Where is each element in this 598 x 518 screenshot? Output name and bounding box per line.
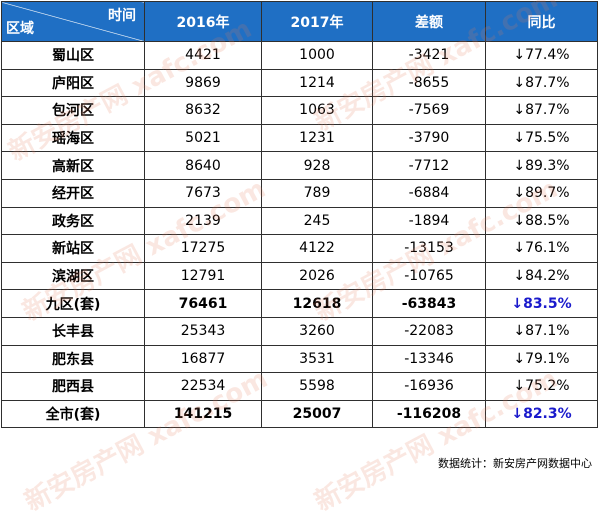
- table-row: 肥东县 16877 3531 -13346 ↓79.1%: [1, 344, 598, 374]
- value-2017: 12618: [261, 289, 373, 318]
- value-difference: -16936: [372, 372, 486, 401]
- table-row: 包河区 8632 1063 -7569 ↓87.7%: [1, 96, 598, 125]
- value-yoy: ↓75.5%: [485, 123, 598, 153]
- district-name: 新站区: [1, 234, 145, 263]
- corner-header-cell: 时间 区域: [1, 1, 145, 42]
- value-2017: 245: [261, 206, 373, 236]
- value-2016: 2139: [144, 206, 262, 236]
- value-yoy: ↓88.5%: [485, 206, 598, 236]
- value-difference: -7712: [372, 151, 486, 180]
- value-difference: -3421: [372, 41, 486, 70]
- value-2017: 3260: [261, 316, 373, 346]
- value-yoy: ↓87.1%: [485, 316, 598, 346]
- value-2016: 5021: [144, 123, 262, 153]
- value-2016: 16877: [144, 344, 262, 374]
- value-difference: -3790: [372, 123, 486, 153]
- table-row: 政务区 2139 245 -1894 ↓88.5%: [1, 206, 598, 236]
- value-yoy: ↓87.7%: [485, 68, 598, 98]
- value-2016: 9869: [144, 68, 262, 98]
- value-yoy: ↓76.1%: [485, 234, 598, 263]
- district-name: 肥西县: [1, 372, 145, 401]
- corner-header-region: 区域: [6, 21, 34, 37]
- district-name: 全市(套): [1, 399, 145, 429]
- value-2016: 8632: [144, 96, 262, 125]
- table-row: 长丰县 25343 3260 -22083 ↓87.1%: [1, 316, 598, 346]
- table-row: 新站区 17275 4122 -13153 ↓76.1%: [1, 234, 598, 263]
- value-difference: -10765: [372, 261, 486, 291]
- value-2017: 1063: [261, 96, 373, 125]
- value-difference: -22083: [372, 316, 486, 346]
- value-yoy: ↓79.1%: [485, 344, 598, 374]
- value-2017: 4122: [261, 234, 373, 263]
- column-header-2016: 2016年: [144, 1, 262, 42]
- district-name: 蜀山区: [1, 41, 145, 70]
- district-name: 肥东县: [1, 344, 145, 374]
- value-difference: -13153: [372, 234, 486, 263]
- value-difference: -7569: [372, 96, 486, 125]
- value-2016: 12791: [144, 261, 262, 291]
- district-name: 瑶海区: [1, 123, 145, 153]
- value-2017: 1000: [261, 41, 373, 70]
- value-2016: 8640: [144, 151, 262, 180]
- district-name: 包河区: [1, 96, 145, 125]
- table-row: 滨湖区 12791 2026 -10765 ↓84.2%: [1, 261, 598, 291]
- corner-header-time: 时间: [108, 8, 136, 24]
- table-row: 肥西县 22534 5598 -16936 ↓75.2%: [1, 372, 598, 401]
- table-row: 经开区 7673 789 -6884 ↓89.7%: [1, 178, 598, 208]
- value-2017: 2026: [261, 261, 373, 291]
- value-2016: 22534: [144, 372, 262, 401]
- total-row: 全市(套) 141215 25007 -116208 ↓82.3%: [1, 399, 598, 429]
- value-difference: -63843: [372, 289, 486, 318]
- table-row: 高新区 8640 928 -7712 ↓89.3%: [1, 151, 598, 180]
- value-yoy: ↓89.7%: [485, 178, 598, 208]
- district-name: 庐阳区: [1, 68, 145, 98]
- value-2016: 7673: [144, 178, 262, 208]
- table-header-row: 时间 区域 2016年 2017年 差额 同比: [1, 1, 598, 42]
- value-2016: 141215: [144, 399, 262, 429]
- district-name: 九区(套): [1, 289, 145, 318]
- column-header-difference: 差额: [372, 1, 486, 42]
- district-name: 高新区: [1, 151, 145, 180]
- value-difference: -116208: [372, 399, 486, 429]
- value-difference: -6884: [372, 178, 486, 208]
- value-2017: 3531: [261, 344, 373, 374]
- value-2017: 25007: [261, 399, 373, 429]
- value-2016: 25343: [144, 316, 262, 346]
- table-row: 蜀山区 4421 1000 -3421 ↓77.4%: [1, 41, 598, 70]
- value-yoy: ↓82.3%: [485, 399, 598, 429]
- column-header-yoy: 同比: [485, 1, 598, 42]
- value-yoy: ↓83.5%: [485, 289, 598, 318]
- value-2017: 1231: [261, 123, 373, 153]
- value-difference: -13346: [372, 344, 486, 374]
- value-2017: 928: [261, 151, 373, 180]
- district-name: 滨湖区: [1, 261, 145, 291]
- housing-sales-table: 时间 区域 2016年 2017年 差额 同比 蜀山区 4421 1000 -3…: [1, 1, 598, 429]
- district-name: 政务区: [1, 206, 145, 236]
- value-2016: 17275: [144, 234, 262, 263]
- value-yoy: ↓84.2%: [485, 261, 598, 291]
- value-yoy: ↓89.3%: [485, 151, 598, 180]
- subtotal-row: 九区(套) 76461 12618 -63843 ↓83.5%: [1, 289, 598, 318]
- value-2017: 5598: [261, 372, 373, 401]
- table-row: 庐阳区 9869 1214 -8655 ↓87.7%: [1, 68, 598, 98]
- value-difference: -1894: [372, 206, 486, 236]
- value-2016: 76461: [144, 289, 262, 318]
- table-row: 瑶海区 5021 1231 -3790 ↓75.5%: [1, 123, 598, 153]
- value-yoy: ↓77.4%: [485, 41, 598, 70]
- value-2016: 4421: [144, 41, 262, 70]
- column-header-2017: 2017年: [261, 1, 373, 42]
- value-yoy: ↓75.2%: [485, 372, 598, 401]
- district-name: 长丰县: [1, 316, 145, 346]
- source-note: 数据统计：新安房产网数据中心: [438, 457, 592, 470]
- value-difference: -8655: [372, 68, 486, 98]
- value-yoy: ↓87.7%: [485, 96, 598, 125]
- district-name: 经开区: [1, 178, 145, 208]
- value-2017: 1214: [261, 68, 373, 98]
- value-2017: 789: [261, 178, 373, 208]
